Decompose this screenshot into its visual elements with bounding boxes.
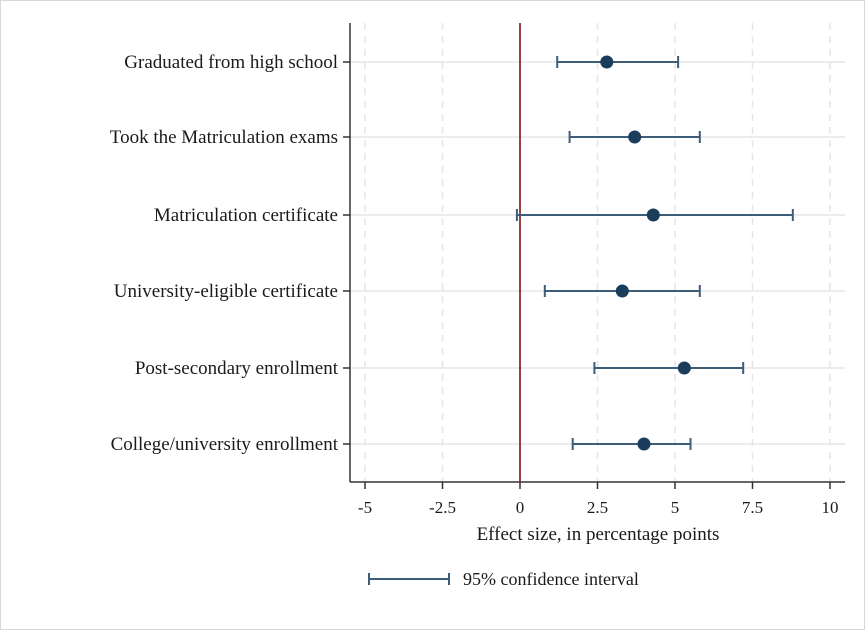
x-tick-label: 10 [822,498,839,517]
x-tick-label: -5 [358,498,372,517]
x-tick-label: 0 [516,498,525,517]
x-tick-label: -2.5 [429,498,456,517]
y-category-label: College/university enrollment [111,434,339,455]
x-tick-label: 5 [671,498,680,517]
point-estimate [646,208,660,222]
point-estimate [637,437,651,451]
point-estimate [677,361,691,375]
axes: -5 -2.5 0 2.5 5 7.5 10 Graduated from high scho… [110,23,845,517]
legend: 95% confidence interval [368,569,639,589]
data-series [515,23,794,482]
y-category-label: Post-secondary enrollment [135,358,339,379]
point-estimate [628,130,642,144]
y-category-label: Graduated from high school [124,52,338,73]
y-category-label: Took the Matriculation exams [110,127,338,148]
y-category-label: University-eligible certificate [114,281,338,302]
x-tick-label: 2.5 [587,498,608,517]
x-axis-label: Effect size, in percentage points [477,524,720,545]
point-estimate [615,284,629,298]
legend-label: 95% confidence interval [463,569,639,589]
x-tick-label: 7.5 [742,498,763,517]
point-estimate [600,55,614,69]
gridlines [350,23,845,482]
y-category-label: Matriculation certificate [154,205,338,226]
